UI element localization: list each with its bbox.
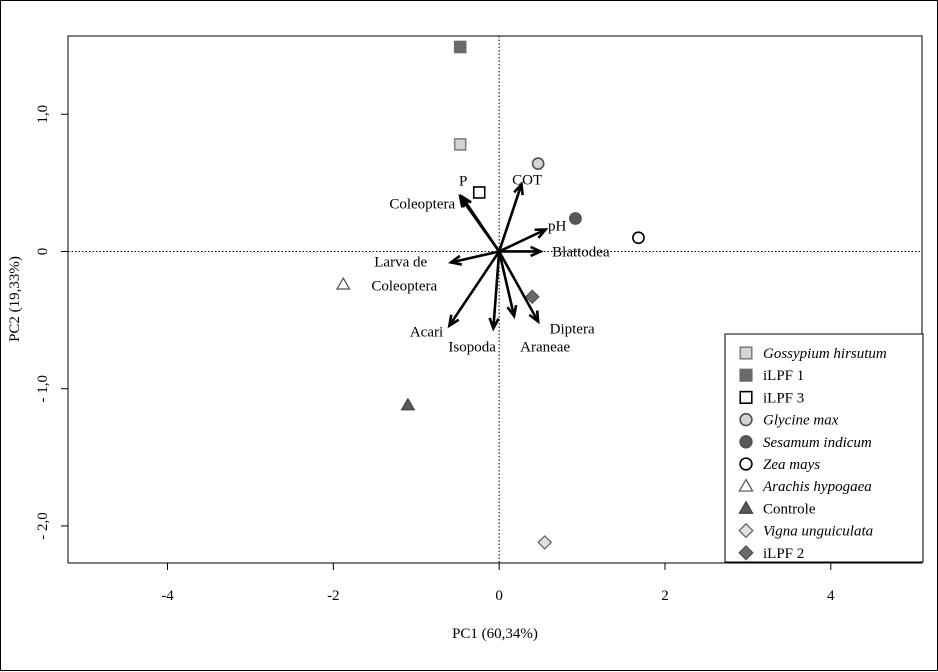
vector-larva-de-coleoptera: Larva de Coleoptera	[371, 250, 500, 294]
legend-marker	[738, 500, 754, 514]
y-tick-label: 0	[35, 248, 51, 256]
vector-arrowhead	[447, 314, 460, 329]
vector-arrowhead	[528, 310, 540, 325]
vector-shaft	[459, 195, 501, 253]
legend-item-zea-mays: Zea mays	[739, 457, 820, 473]
legend-marker	[739, 390, 753, 404]
legend-label: Sesamum indicum	[763, 435, 872, 451]
legend-label: Gossypium hirsutum	[763, 346, 887, 362]
vector-araneae: Araneae	[497, 251, 570, 355]
vector-shaft	[450, 250, 500, 264]
legend-item-ilpf-3: iLPF 3	[739, 390, 804, 406]
vector-label: Araneae	[520, 339, 570, 355]
vector-coleoptera: Coleoptera	[389, 193, 501, 253]
legend-item-ilpf-2: iLPF 2	[738, 545, 804, 562]
legend-item-ilpf-1: iLPF 1	[739, 368, 804, 384]
point-sesamum-indicum	[569, 212, 582, 225]
vector-arrowhead	[458, 193, 471, 208]
y-tick-label: 1,0	[35, 105, 51, 124]
point-arachis-hypogaea	[335, 276, 351, 290]
vector-label: P	[459, 173, 467, 189]
vector-shaft	[497, 251, 516, 317]
point-zea-mays	[632, 231, 645, 245]
vector-acari: Acari	[410, 250, 501, 340]
vector-shaft	[497, 183, 523, 252]
vector-shaft	[498, 228, 547, 253]
legend-label: iLPF 1	[763, 368, 804, 384]
legend-marker	[739, 435, 753, 449]
point-controle	[400, 397, 416, 411]
point-ilpf-2	[524, 289, 540, 305]
y-axis-title: PC2 (19,33%)	[7, 256, 23, 342]
vector-cot: COT	[497, 172, 542, 252]
vector-label-line: Larva de	[374, 254, 427, 270]
point-ilpf-3	[472, 186, 486, 199]
legend-item-vigna-unguiculata: Vigna unguiculata	[738, 522, 873, 540]
legend-marker	[739, 346, 753, 360]
legend-label: Controle	[763, 501, 816, 517]
legend-item-controle: Controle	[738, 500, 816, 517]
point-vigna-unguiculata	[537, 535, 553, 550]
loading-vectors: P COT Coleoptera pH Blattodea Larva de Coleopt…	[371, 172, 610, 355]
point-ilpf-1	[453, 40, 467, 54]
vector-blattodea: Blattodea	[499, 244, 610, 260]
vector-label: Coleoptera	[389, 196, 455, 212]
vector-label: Diptera	[550, 321, 595, 337]
legend-label: Zea mays	[763, 457, 820, 473]
legend-marker	[738, 522, 754, 539]
vector-shaft	[448, 250, 501, 327]
x-axis-title: PC1 (60,34%)	[452, 626, 538, 642]
vector-shaft	[492, 251, 501, 329]
vector-shaft	[498, 250, 540, 323]
y-tick-label: - 1,0	[35, 375, 51, 403]
legend-box	[724, 333, 924, 563]
legend-item-arachis-hypogaea: Arachis hypogaea	[738, 478, 872, 495]
legend-label: Arachis hypogaea	[762, 479, 872, 495]
legend-marker	[739, 368, 753, 382]
legend-label: Glycine max	[763, 413, 839, 429]
legend-marker	[738, 478, 754, 492]
legend-marker	[738, 545, 754, 561]
axis-ticks: -4 -2 0 2 4 1,0 0 - 1,0 - 2,0	[35, 105, 835, 604]
plot-area-border	[67, 35, 923, 564]
vector-ph: pH	[498, 218, 567, 253]
x-tick-label: 2	[661, 588, 669, 604]
vector-arrowhead	[530, 245, 544, 258]
vector-label: Blattodea	[552, 244, 610, 260]
vector-arrowhead	[506, 304, 518, 320]
legend-marker	[739, 412, 753, 427]
legend-item-glycine-max: Glycine max	[739, 412, 839, 429]
vector-label: Isopoda	[448, 339, 496, 355]
vector-p: P	[459, 173, 501, 253]
x-tick-label: 0	[495, 588, 503, 604]
x-tick-label: 4	[827, 588, 835, 604]
x-tick-label: -2	[327, 588, 340, 604]
vector-label: Larva de Coleoptera	[371, 254, 437, 294]
vector-label: Acari	[410, 324, 443, 340]
vector-diptera: Diptera	[498, 250, 595, 337]
legend-marker	[739, 457, 753, 471]
vector-label-line: Coleoptera	[371, 278, 437, 294]
vector-arrowhead	[488, 317, 500, 332]
legend-label: iLPF 3	[763, 390, 804, 406]
legend: Gossypium hirsutum iLPF 1 iLPF 3 Glycine ma…	[724, 333, 924, 563]
point-gossypium-hirsutum	[453, 138, 467, 151]
legend-item-sesamum-indicum: Sesamum indicum	[739, 435, 872, 451]
point-glycine-max	[531, 157, 545, 171]
legend-label: iLPF 2	[763, 546, 804, 562]
vector-isopoda: Isopoda	[448, 251, 501, 355]
data-points	[335, 40, 645, 550]
legend-item-gossypium-hirsutum: Gossypium hirsutum	[739, 346, 887, 362]
vector-label: COT	[512, 172, 542, 188]
x-tick-label: -4	[161, 588, 174, 604]
legend-label: Vigna unguiculata	[763, 524, 873, 540]
vector-arrowhead	[513, 181, 524, 196]
vector-label: pH	[548, 218, 567, 234]
vector-arrowhead	[447, 254, 463, 266]
vector-arrowhead	[534, 228, 549, 239]
y-tick-label: - 2,0	[35, 512, 51, 540]
